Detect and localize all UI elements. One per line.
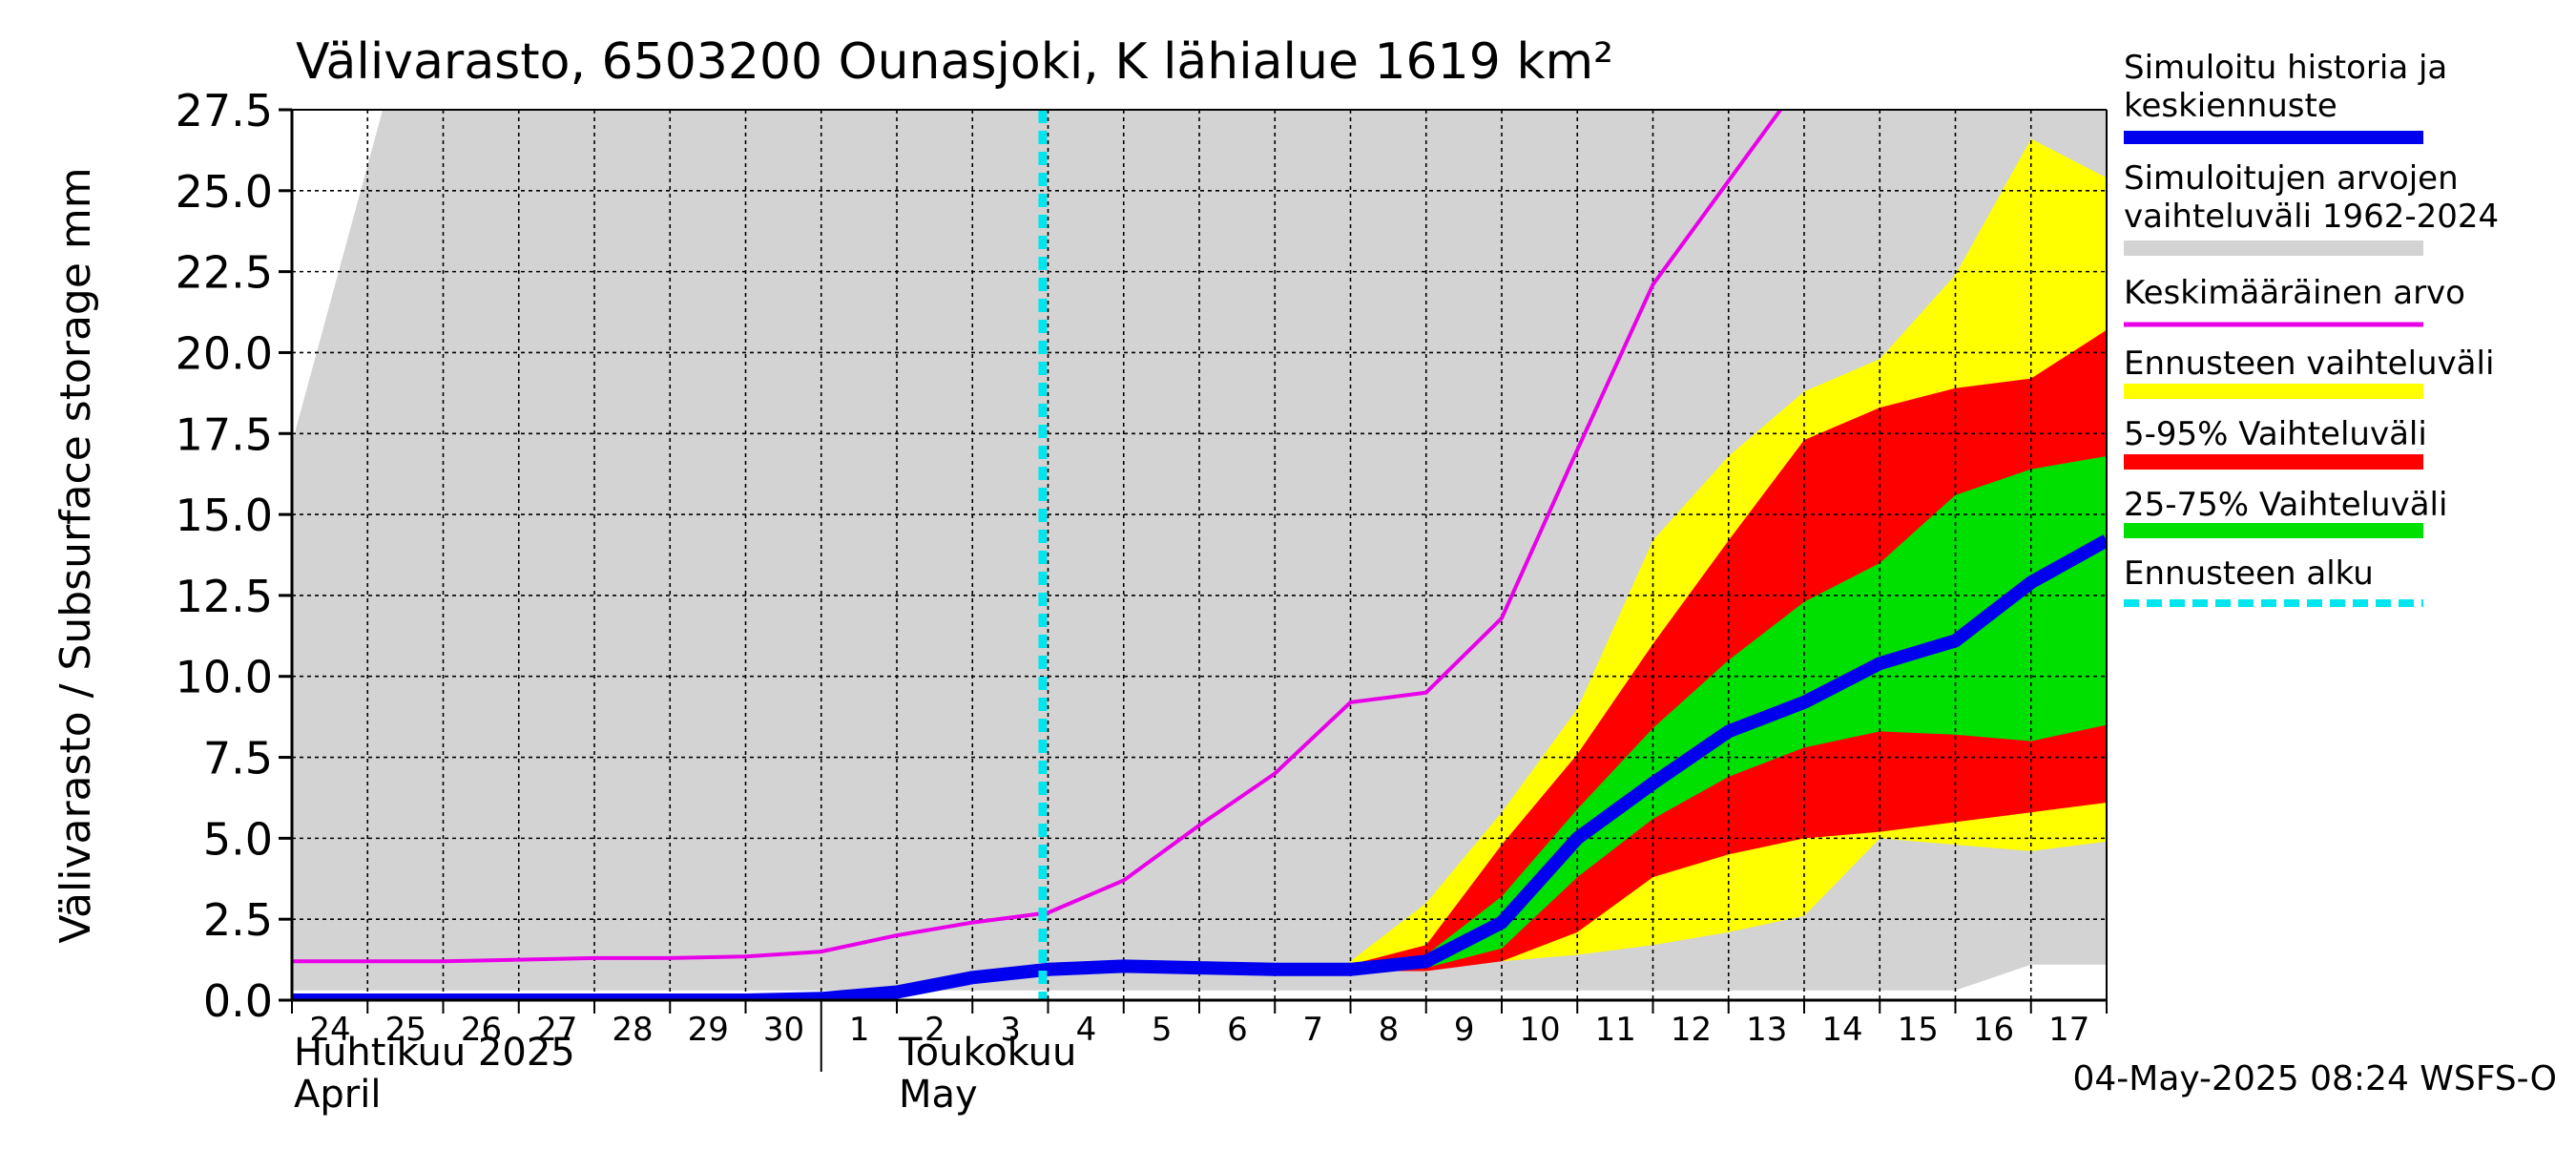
month-label-line1: Huhtikuu 2025 xyxy=(294,1031,575,1075)
x-tick-label: 12 xyxy=(1671,1011,1712,1049)
month-label-line2: April xyxy=(294,1073,381,1117)
y-tick-label: 15.0 xyxy=(176,490,273,541)
x-tick-label: 5 xyxy=(1152,1011,1173,1049)
y-tick-label: 27.5 xyxy=(176,85,273,136)
y-tick-label: 25.0 xyxy=(176,166,273,218)
legend-label: 25-75% Vaihteluväli xyxy=(2124,486,2447,524)
x-tick-label: 13 xyxy=(1746,1011,1787,1049)
median-forecast-line xyxy=(292,534,2107,1000)
x-tick-label: 29 xyxy=(688,1011,729,1049)
p5-95-area xyxy=(1350,329,2107,972)
axes: 0.0 2.5 5.0 7.5 10.0 12.5 15.0 17.5 20.0 22.5 25.0… xyxy=(176,85,2108,1117)
y-tick-label: 7.5 xyxy=(203,733,273,784)
legend-swatch xyxy=(2124,523,2423,538)
x-tick-label: 9 xyxy=(1454,1011,1475,1049)
legend-label: Ennusteen alku xyxy=(2124,554,2374,593)
legend-label: Simuloitu historia ja keskiennuste xyxy=(2124,49,2447,125)
y-axis-label: Välivarasto / Subsurface storage mm xyxy=(52,167,100,943)
x-tick-label: 11 xyxy=(1595,1011,1636,1049)
legend-label-line1: Simuloitu historia ja xyxy=(2124,49,2447,87)
x-tick-label: 7 xyxy=(1302,1011,1323,1049)
x-tick-label: 10 xyxy=(1519,1011,1560,1049)
y-tick-label: 20.0 xyxy=(176,327,273,379)
x-tick-label: 30 xyxy=(763,1011,804,1049)
y-tick-label: 22.5 xyxy=(176,247,273,299)
x-tick-label: 4 xyxy=(1076,1011,1097,1049)
legend-swatch xyxy=(2124,322,2423,327)
legend-swatch xyxy=(2124,131,2423,144)
legend: Simuloitu historia ja keskiennusteSimuloi… xyxy=(2124,49,2499,607)
x-tick-label: 2 xyxy=(924,1011,945,1049)
y-tick-label: 0.0 xyxy=(203,975,273,1027)
legend-label: Simuloitujen arvojen vaihteluväli 1962-20… xyxy=(2124,159,2499,236)
legend-label: Ennusteen vaihteluväli xyxy=(2124,345,2494,383)
grid xyxy=(292,110,2107,1000)
x-tick-label: 14 xyxy=(1821,1011,1862,1049)
legend-label: 5-95% Vaihteluväli xyxy=(2124,415,2427,453)
y-tick-label: 2.5 xyxy=(203,894,273,946)
x-tick-label: 28 xyxy=(612,1011,653,1049)
legend-swatch xyxy=(2124,240,2423,256)
y-tick-label: 12.5 xyxy=(176,571,273,622)
x-tick-label: 3 xyxy=(1000,1011,1021,1049)
legend-swatch xyxy=(2124,384,2423,399)
x-tick-label: 17 xyxy=(2048,1011,2089,1049)
x-tick-label: 16 xyxy=(1973,1011,2014,1049)
y-tick-label: 10.0 xyxy=(176,652,273,703)
month-label-line2: May xyxy=(899,1073,978,1117)
x-tick-label: 1 xyxy=(849,1011,870,1049)
month-label-line1: Toukokuu xyxy=(898,1031,1076,1075)
legend-swatch xyxy=(2124,454,2423,470)
x-tick-label: 24 xyxy=(309,1011,350,1049)
mean-line xyxy=(292,110,1783,964)
chart-title: Välivarasto, 6503200 Ounasjoki, K lähial… xyxy=(296,33,1613,91)
plot-clipped xyxy=(292,110,2107,1000)
legend-label-line1: Simuloitujen arvojen xyxy=(2124,159,2459,198)
x-tick-label: 6 xyxy=(1227,1011,1248,1049)
x-tick-label: 25 xyxy=(385,1011,426,1049)
x-tick-label: 8 xyxy=(1379,1011,1400,1049)
x-tick-label: 15 xyxy=(1898,1011,1939,1049)
y-tick-label: 5.0 xyxy=(203,813,273,865)
x-tick-label: 26 xyxy=(461,1011,502,1049)
legend-label-line2: keskiennuste xyxy=(2124,87,2337,125)
legend-label: Keskimääräinen arvo xyxy=(2124,274,2465,312)
plot-area xyxy=(292,110,2107,1000)
footer-timestamp: 04-May-2025 08:24 WSFS-O xyxy=(2072,1059,2557,1098)
y-tick-label: 17.5 xyxy=(176,408,273,460)
x-tick-label: 27 xyxy=(536,1011,577,1049)
legend-label-line2: vaihteluväli 1962-2024 xyxy=(2124,198,2499,236)
